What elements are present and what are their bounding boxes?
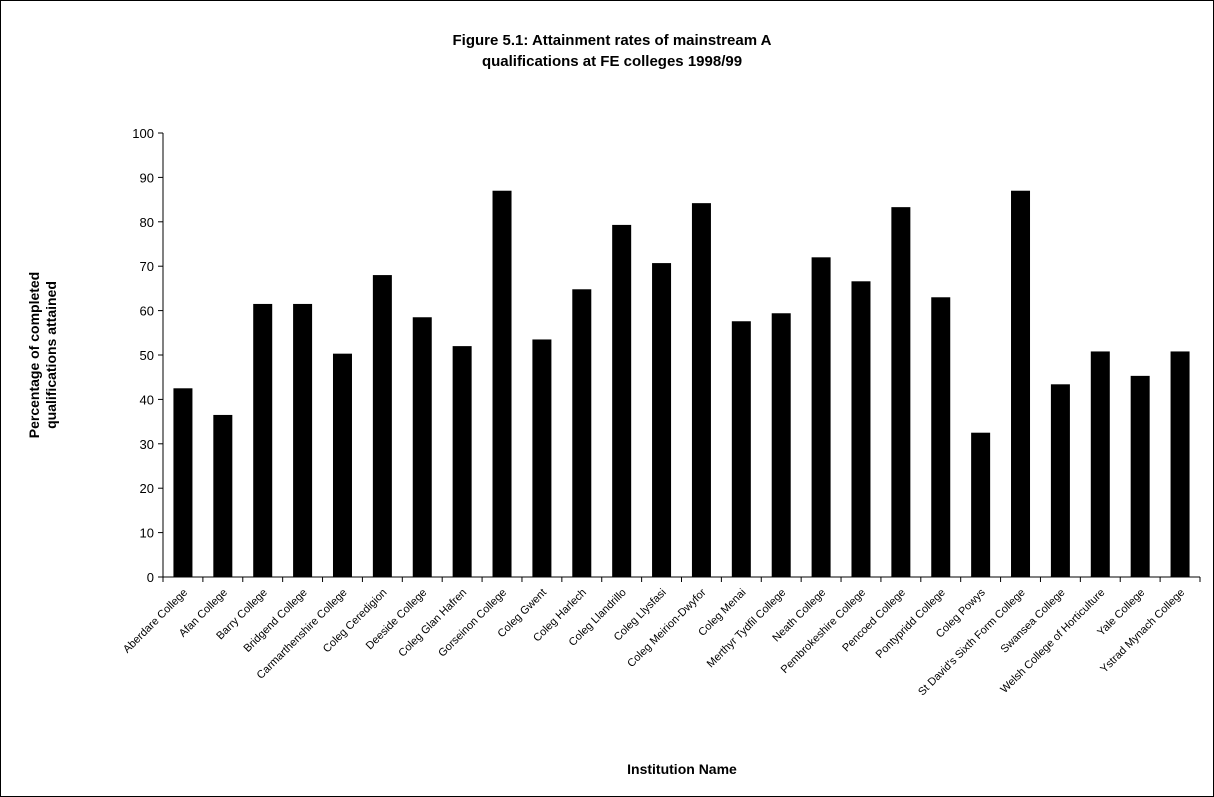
y-tick-label: 100 [132,126,154,141]
bar [891,207,911,577]
bar [412,317,432,577]
y-tick-label: 30 [140,437,154,452]
y-axis-title-line: qualifications attained [43,281,59,429]
y-tick-label: 10 [140,526,154,541]
bar [332,353,352,577]
x-axis-title: Institution Name [627,761,737,777]
y-axis: 0 10 20 30 40 50 60 70 80 90 100 [132,126,164,585]
y-tick-label: 60 [140,304,154,319]
x-tick-label: Coleg Meirion-Dwyfor [625,586,709,670]
bar [971,432,991,577]
bar [1130,375,1150,577]
bar [931,297,951,577]
bar [811,257,831,577]
bar [851,281,871,577]
bar [572,289,592,577]
y-tick-label: 80 [140,215,154,230]
y-tick-label: 90 [140,170,154,185]
chart-title-line: Figure 5.1: Attainment rates of mainstre… [453,32,772,49]
x-tick-label: Pontypridd College [874,587,948,661]
x-tick-label: Coleg Glan Hafren [396,587,469,660]
bar [1170,351,1190,577]
x-tick-label: Ystrad Mynach College [1098,587,1187,676]
y-tick-label: 50 [140,348,154,363]
chart-title: Figure 5.1: Attainment rates of mainstre… [453,32,772,70]
bar [1011,190,1031,577]
bar [173,388,193,577]
bar [293,303,313,577]
bar [492,190,512,577]
y-axis-title: Percentage of completed qualifications at… [26,272,59,439]
bar [452,346,472,577]
bar [213,414,233,577]
bar [1090,351,1110,577]
bar [372,275,392,577]
x-tick-label: Merthyr Tydfil College [705,587,789,671]
bar [731,321,751,577]
bar [771,313,791,577]
bar [1050,384,1070,577]
bar [253,303,273,577]
bar [652,263,672,577]
y-tick-label: 70 [140,259,154,274]
y-tick-label: 40 [140,392,154,407]
y-axis-title-line: Percentage of completed [26,272,42,439]
bar [532,339,552,577]
chart-title-line: qualifications at FE colleges 1998/99 [482,53,742,70]
bar [691,203,711,578]
y-tick-label: 0 [147,570,154,585]
bars [173,190,1190,578]
y-tick-label: 20 [140,481,154,496]
bar [612,224,632,577]
x-tick-label: Gorseinon College [436,587,509,660]
x-tick-label: Aberdare College [121,587,190,656]
